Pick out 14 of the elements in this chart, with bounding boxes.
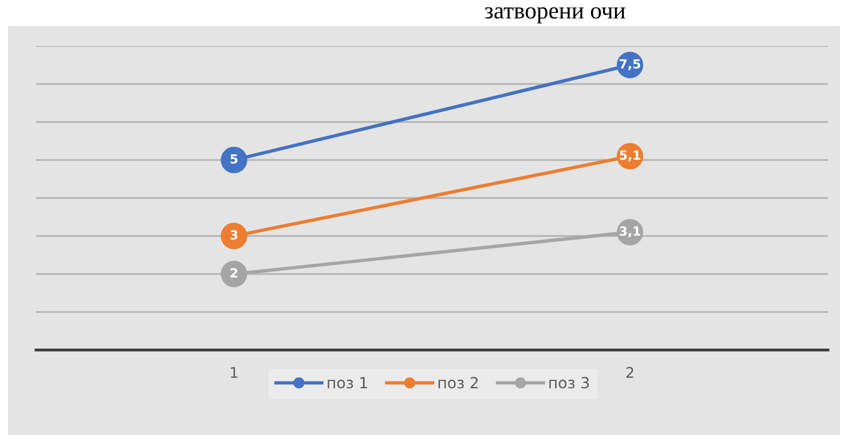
data-label: 5,1 [620,150,640,162]
point [220,260,248,288]
legend-label: поз 1 [328,377,368,388]
chart-title: затворени очи [484,7,626,24]
data-label: 5 [230,154,238,164]
point [220,222,248,250]
legend-label: поз 3 [549,376,589,388]
point [220,146,248,174]
data-label: 3 [230,230,238,240]
data-label: 2 [230,268,238,278]
data-label: 3,1 [620,226,640,238]
data-label: 7,5 [620,59,640,70]
legend-label: поз 2 [438,376,478,388]
x-tick-label: 1 [230,367,238,378]
